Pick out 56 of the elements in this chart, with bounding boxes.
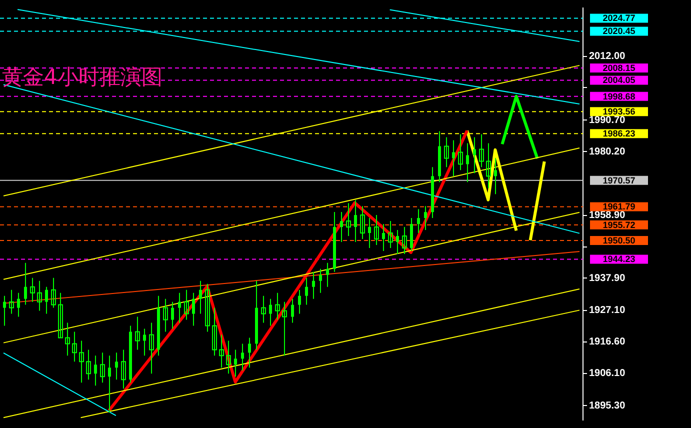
y-tick-label: 1916.60: [589, 336, 626, 348]
candlestick: [319, 268, 322, 294]
candlestick: [94, 355, 97, 386]
candlestick: [171, 301, 174, 330]
candlestick: [417, 208, 420, 234]
ref-line-label: 1944.23: [602, 254, 636, 264]
candlestick: [241, 343, 244, 372]
ref-line-label: 1970.57: [602, 175, 636, 186]
candlestick: [24, 262, 27, 306]
candlestick: [410, 218, 413, 252]
candlestick: [368, 218, 371, 248]
candlestick: [312, 271, 315, 300]
candlestick: [326, 262, 329, 288]
candlestick: [494, 158, 497, 195]
y-tick-label: 1895.30: [589, 400, 626, 412]
ref-line-label: 1998.68: [602, 91, 636, 102]
candlestick: [382, 224, 385, 252]
candlestick: [340, 212, 343, 242]
candlestick: [108, 355, 111, 414]
y-tick-label: 1927.10: [589, 305, 626, 316]
candlestick: [291, 298, 294, 324]
ref-line-label: 2004.05: [602, 75, 636, 86]
candlestick: [178, 292, 181, 324]
candlestick: [424, 206, 427, 231]
ref-line-label: 1955.72: [602, 220, 636, 230]
candlestick: [143, 328, 146, 356]
candlestick: [17, 292, 20, 318]
y-tick-label: 1906.10: [589, 368, 626, 380]
ref-line-label: 1950.50: [602, 235, 636, 246]
ref-line-label: 2024.77: [602, 13, 636, 24]
candlestick: [269, 298, 272, 326]
y-tick-label: 1937.90: [589, 272, 626, 284]
ref-line-label: 1993.56: [602, 106, 636, 117]
candlestick: [298, 289, 301, 314]
y-tick-label: 1980.20: [589, 146, 626, 158]
candlestick: [452, 140, 455, 177]
candlestick: [234, 349, 237, 378]
ref-line-label: 1986.23: [602, 128, 636, 139]
y-tick-label: 2012.00: [589, 51, 626, 62]
ref-line-label: 1961.79: [602, 202, 636, 212]
candlestick: [396, 230, 399, 254]
ref-line-label: 2008.15: [602, 62, 636, 73]
candlestick: [45, 286, 48, 314]
candlestick: [3, 295, 6, 326]
y-tick-label: 1990.70: [589, 114, 626, 126]
candlestick: [466, 142, 469, 183]
text: 黄金4小时推演图: [2, 65, 162, 89]
y-tick-label: 1958.90: [589, 210, 626, 222]
candlestick: [199, 280, 202, 314]
candlestick: [192, 292, 195, 326]
candlestick: [248, 337, 251, 368]
candlestick: [115, 352, 118, 380]
candlestick: [354, 200, 357, 242]
ref-line-label: 2020.45: [602, 26, 636, 36]
candlestick: [305, 277, 308, 306]
candlestick: [473, 136, 476, 174]
